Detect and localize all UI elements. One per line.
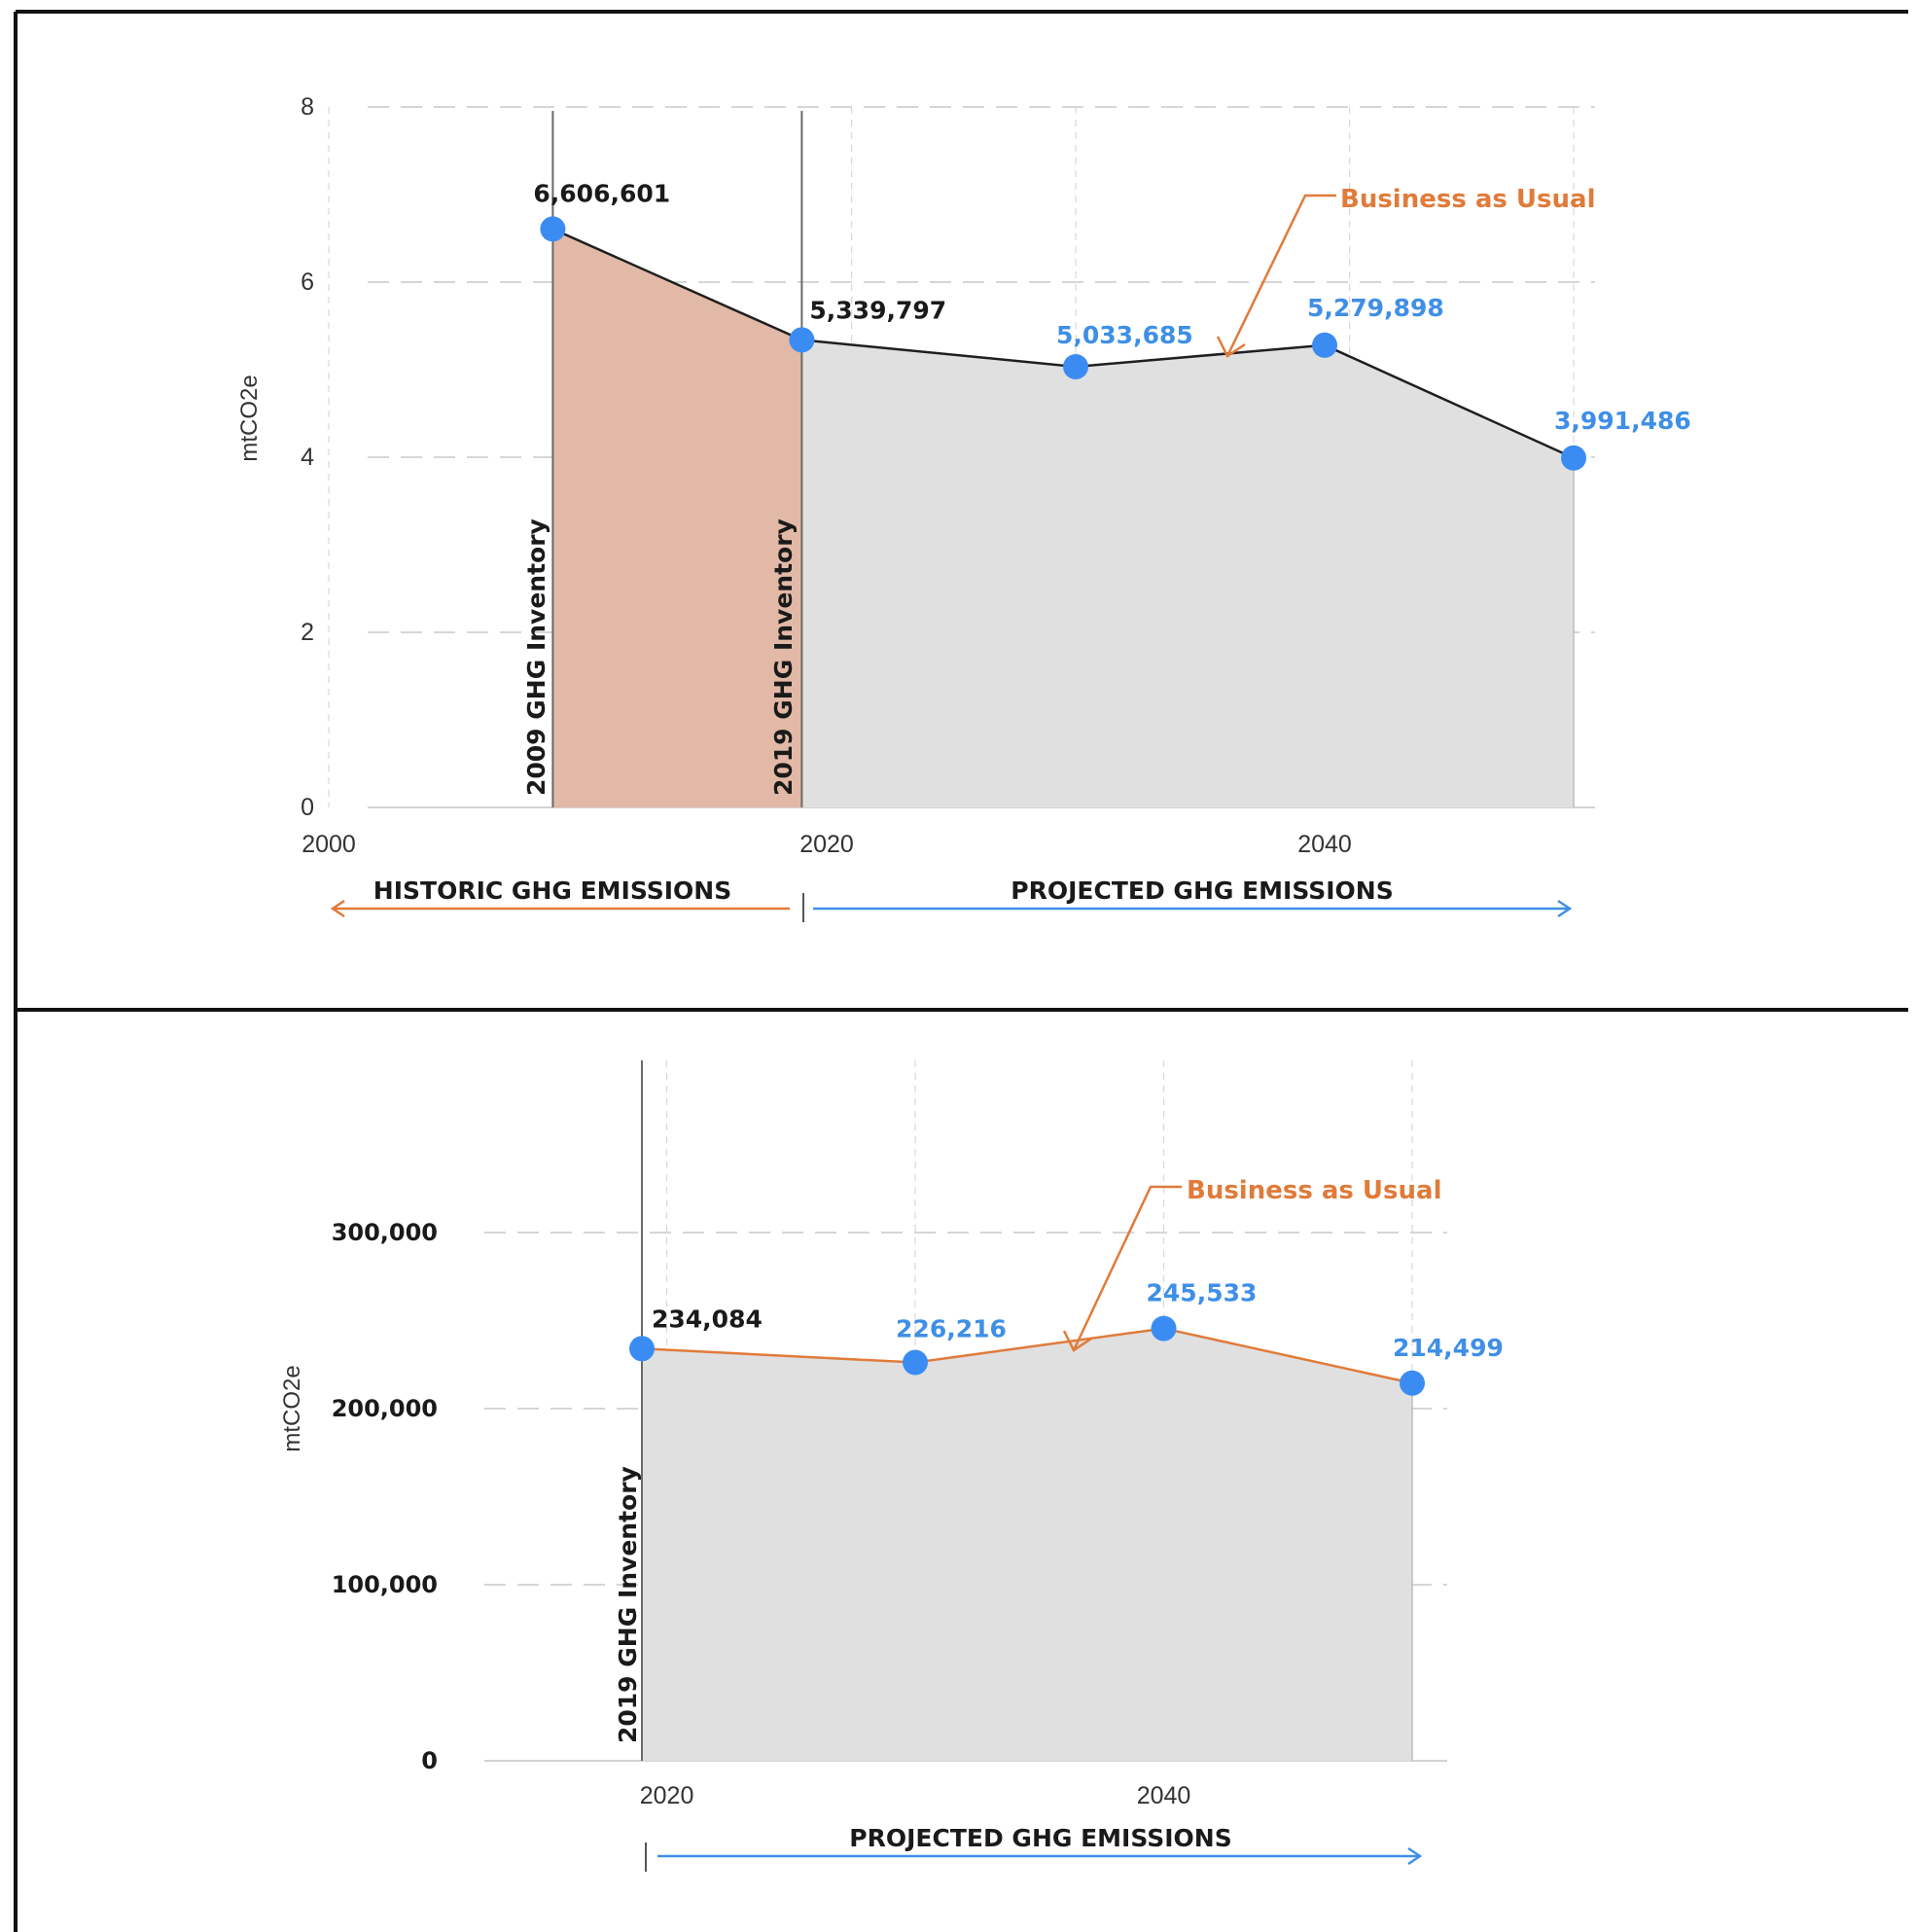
y-axis-label: mtCO2e [236, 375, 263, 461]
data-point [789, 327, 815, 353]
bau-callout: Business as Usual [1062, 1176, 1442, 1352]
data-point [1151, 1315, 1177, 1342]
data-label: 214,499 [1393, 1334, 1504, 1362]
data-label: 3,991,486 [1554, 407, 1691, 435]
bau-label: Business as Usual [1340, 185, 1596, 214]
y-tick-label: 300,000 [332, 1219, 438, 1246]
data-label: 226,216 [896, 1315, 1007, 1343]
y-tick-label: 2 [301, 619, 314, 646]
series-line [641, 1327, 1413, 1384]
historic-area [552, 229, 802, 808]
chart-panel-top: 6,606,601 5,339,797 5,033,685 5,279,898 3,99… [14, 10, 1908, 1012]
historic-arrow-head [330, 899, 345, 918]
x-tick-label: 2040 [1137, 1782, 1191, 1809]
x-tick-label: 2020 [799, 831, 854, 858]
data-point [1063, 353, 1088, 379]
data-markers [629, 1315, 1425, 1396]
projected-arrow-head [1407, 1846, 1423, 1866]
data-labels: 6,606,601 5,339,797 5,033,685 5,279,898 3,99… [533, 179, 1690, 434]
bau-leader-line [1225, 194, 1336, 357]
bau-callout: Business as Usual [1216, 185, 1596, 358]
area-fills [642, 1328, 1412, 1761]
data-point [1561, 445, 1586, 471]
x-tick-label: 2040 [1297, 831, 1352, 858]
data-label: 6,606,601 [533, 179, 670, 207]
projected-label: PROJECTED GHG EMISSIONS [1011, 877, 1393, 905]
inventory-lines [641, 1060, 1413, 1761]
area-fills [552, 229, 1574, 808]
data-point [903, 1349, 929, 1376]
series-line-path [641, 1327, 1413, 1384]
chart-top: 6,606,601 5,339,797 5,033,685 5,279,898 3,99… [14, 10, 1908, 1012]
data-point [540, 216, 566, 242]
data-label: 5,279,898 [1307, 294, 1444, 322]
chart-panel-bottom: 234,084 226,216 245,533 214,499 0 100,000 200… [0, 1012, 1916, 1932]
bau-label: Business as Usual [1187, 1176, 1442, 1205]
data-markers [540, 216, 1586, 471]
inventory-2019-label: 2019 GHG Inventory [769, 519, 798, 796]
chart-bottom: 234,084 226,216 245,533 214,499 0 100,000 200… [14, 1012, 1504, 1932]
y-tick-label: 6 [301, 268, 314, 296]
projected-label: PROJECTED GHG EMISSIONS [849, 1824, 1231, 1852]
y-axis-label: mtCO2e [279, 1365, 305, 1451]
y-tick-label: 4 [301, 444, 314, 471]
y-tick-label: 0 [301, 794, 314, 821]
projected-area [801, 340, 1574, 807]
projected-area [642, 1328, 1412, 1761]
y-tick-label: 100,000 [332, 1571, 438, 1598]
projected-arrow: PROJECTED GHG EMISSIONS [813, 877, 1573, 918]
data-labels: 234,084 226,216 245,533 214,499 [652, 1279, 1504, 1362]
y-tick-label: 8 [301, 93, 314, 121]
data-point [1400, 1370, 1425, 1396]
x-tick-label: 2020 [640, 1782, 694, 1809]
y-tick-label: 200,000 [332, 1395, 438, 1422]
projected-arrow-head [1557, 899, 1573, 918]
bau-leader-line [1072, 1185, 1182, 1351]
inventory-2009-label: 2009 GHG Inventory [522, 519, 550, 796]
data-label: 245,533 [1147, 1279, 1258, 1307]
y-tick-label: 0 [421, 1747, 438, 1774]
x-tick-label: 2000 [302, 831, 356, 858]
y-tick-labels: 0 100,000 200,000 300,000 [332, 1219, 438, 1774]
historic-arrow: HISTORIC GHG EMISSIONS [330, 877, 790, 918]
bau-arrow-head [1216, 336, 1246, 358]
projected-arrow: PROJECTED GHG EMISSIONS [657, 1824, 1423, 1866]
data-point [1312, 332, 1337, 358]
data-label: 5,033,685 [1056, 321, 1193, 349]
y-tick-labels: 0 2 4 6 8 [301, 93, 314, 821]
historic-label: HISTORIC GHG EMISSIONS [373, 877, 731, 905]
x-tick-labels: 2000 2020 2040 [302, 831, 1352, 858]
data-label: 234,084 [652, 1305, 763, 1333]
data-point [629, 1336, 655, 1362]
bau-arrow-head [1062, 1330, 1092, 1352]
inventory-2019-label: 2019 GHG Inventory [614, 1466, 642, 1743]
x-tick-labels: 2020 2040 [640, 1782, 1191, 1809]
data-label: 5,339,797 [809, 296, 946, 324]
